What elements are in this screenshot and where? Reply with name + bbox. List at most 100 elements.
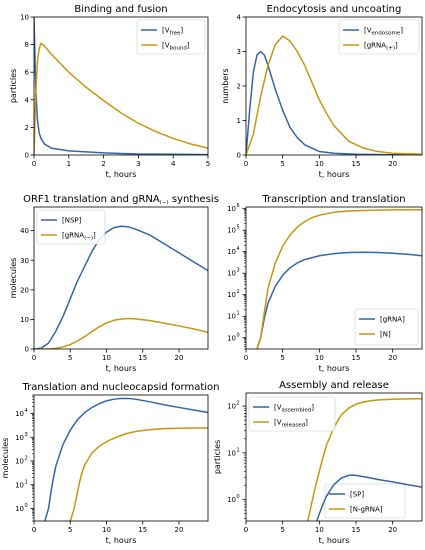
y-tick-label: 10 <box>227 313 236 321</box>
y-tick-exponent: 4 <box>237 246 240 252</box>
legend-entry: [Vendosome] <box>364 27 403 37</box>
y-tick-exponent: 2 <box>237 289 240 295</box>
y-tick-label: 0 <box>25 152 29 160</box>
series-line-1 <box>34 17 208 155</box>
y-tick-label: 10 <box>227 248 236 256</box>
x-tick-label: 15 <box>352 160 361 168</box>
series-line-2 <box>254 208 422 349</box>
y-tick-exponent: 2 <box>237 401 240 407</box>
x-tick-label: 20 <box>388 354 397 362</box>
chart-title: Translation and nucleocapsid formation <box>22 382 220 393</box>
y-tick-label: 10 <box>15 434 24 442</box>
x-tick-label: 0 <box>32 160 36 168</box>
chart-panel-1: Binding and fusion 0 2 4 6 8 10 0 1 2 3 4 5 t, hours p… <box>9 4 210 179</box>
x-tick-label: 5 <box>280 526 284 534</box>
y-tick-exponent: 4 <box>25 408 28 414</box>
x-tick-label: 10 <box>102 526 111 534</box>
y-tick-exponent: 1 <box>237 311 240 317</box>
legend: [Vendosome] [gRNA(+)] <box>338 19 420 55</box>
chart-panel-5: Translation and nucleocapsid formation10… <box>1 382 406 545</box>
series-line-1 <box>315 474 422 521</box>
x-tick-label: 5 <box>280 160 284 168</box>
series-line-2 <box>34 317 208 349</box>
x-axis-label: t, hours <box>319 364 350 373</box>
y-tick-label: 10 <box>227 291 236 299</box>
y-tick-label: 8 <box>25 41 29 49</box>
series-line-1 <box>42 397 208 521</box>
chart-title: Assembly and release <box>279 380 389 391</box>
legend-entry: [N] <box>380 331 391 339</box>
x-tick-label: 20 <box>388 160 397 168</box>
legend: [Vfree] [Vbound] <box>136 19 206 55</box>
x-tick-label: 10 <box>315 160 324 168</box>
y-tick-exponent: 6 <box>237 203 240 209</box>
y-axis-label: molecules <box>9 258 18 299</box>
series-line-1 <box>34 225 208 349</box>
y-tick-label: 2 <box>237 83 241 91</box>
y-tick-exponent: 0 <box>237 494 240 500</box>
plot-frame <box>33 16 209 156</box>
y-tick-exponent: 0 <box>237 332 240 338</box>
legend: [NSP] [gRNA(−)] <box>36 209 106 245</box>
x-tick-label: 10 <box>315 526 324 534</box>
y-tick-label: 10 <box>20 316 29 324</box>
chart-title: Transcription and translation <box>261 194 405 205</box>
x-tick-label: 4 <box>171 160 176 168</box>
y-tick-label: 2 <box>25 124 29 132</box>
x-tick-label: 20 <box>175 354 184 362</box>
legend: [Vassembled] [Vreleased] <box>248 396 336 432</box>
x-tick-label: 0 <box>32 526 36 534</box>
y-tick-exponent: 1 <box>25 479 28 485</box>
legend-entry: [Vbound] <box>162 42 190 52</box>
y-tick-label: 0 <box>237 152 241 160</box>
y-tick-label: 40 <box>20 227 29 235</box>
x-tick-label: 5 <box>68 526 72 534</box>
x-axis-label: t, hours <box>106 364 137 373</box>
plot-frame <box>33 206 209 350</box>
y-tick-label: 0 <box>25 346 29 354</box>
y-tick-label: 30 <box>20 257 29 265</box>
legend-entry: [NSP] <box>62 217 82 225</box>
x-tick-label: 2 <box>101 160 105 168</box>
y-tick-label: 6 <box>25 69 30 77</box>
y-tick-label: 10 <box>227 205 236 213</box>
y-tick-label: 10 <box>15 458 24 466</box>
x-tick-label: 15 <box>138 354 147 362</box>
x-axis-label: t, hours <box>319 536 350 545</box>
series-line-2 <box>306 398 422 521</box>
y-tick-label: 10 <box>227 270 236 278</box>
chart-panel-3: ORF1 translation and gRNA(−) synthesis 0 1… <box>9 194 219 373</box>
legend-entry: [Vfree] <box>162 27 183 37</box>
y-tick-exponent: 3 <box>237 268 240 274</box>
y-tick-exponent: 5 <box>237 225 240 231</box>
series-line-2 <box>246 35 422 155</box>
legend: [gRNA] [N] <box>354 308 419 346</box>
x-tick-label: 0 <box>244 354 248 362</box>
y-tick-label: 10 <box>227 227 236 235</box>
legend-box <box>248 396 336 432</box>
legend-entry: [gRNA] <box>380 316 405 324</box>
x-tick-label: 3 <box>136 160 140 168</box>
y-tick-exponent: 3 <box>25 432 28 438</box>
legend-entry: [SP] <box>350 491 364 499</box>
y-axis-label: molecules <box>1 438 10 479</box>
y-tick-label: 1 <box>237 117 241 125</box>
x-tick-label: 0 <box>244 526 248 534</box>
x-tick-label: 15 <box>352 526 361 534</box>
x-axis-label: t, hours <box>106 536 137 545</box>
x-axis-label: t, hours <box>319 170 350 179</box>
y-tick-label: 10 <box>15 410 24 418</box>
y-tick-label: 3 <box>237 48 241 56</box>
y-tick-label: 10 <box>227 449 236 457</box>
x-tick-label: 5 <box>68 354 72 362</box>
plot-frame <box>245 392 423 522</box>
y-tick-label: 10 <box>227 403 236 411</box>
y-axis-label: particles <box>9 69 18 103</box>
x-tick-label: 1 <box>67 160 71 168</box>
y-tick-label: 10 <box>15 481 24 489</box>
legend-entry: [Vreleased] <box>274 419 308 429</box>
x-tick-label: 10 <box>315 354 324 362</box>
y-tick-exponent: 2 <box>25 456 28 462</box>
